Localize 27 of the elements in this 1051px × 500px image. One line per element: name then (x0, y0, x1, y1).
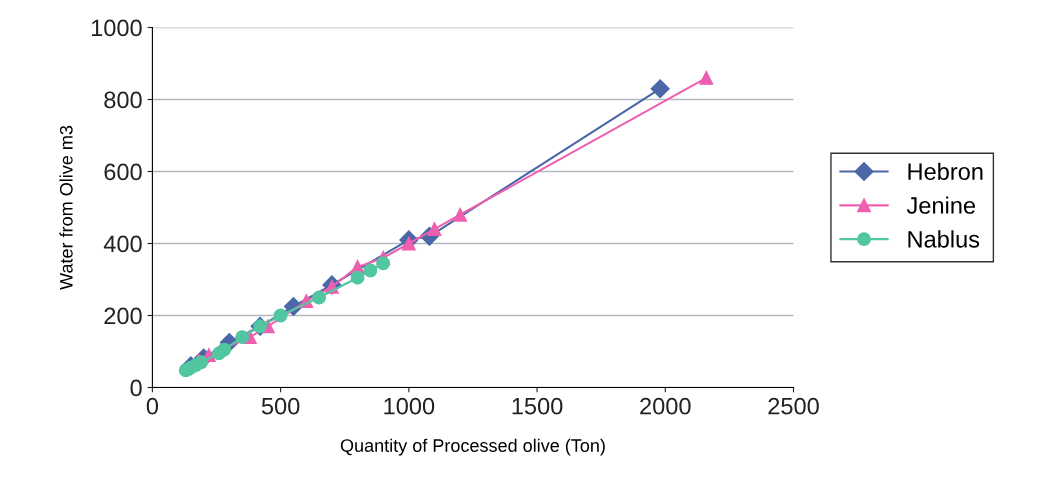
legend-label: Jenine (906, 196, 976, 214)
y-tick-label: 400 (103, 235, 142, 253)
point (363, 263, 378, 278)
y-axis-title: Water from Olive m3 (59, 125, 73, 290)
y-tick-label: 0 (130, 379, 142, 397)
x-tick-label: 1000 (384, 397, 435, 415)
point (235, 330, 250, 345)
x-tick-label: 2500 (768, 397, 819, 415)
point (376, 256, 391, 271)
y-tick-label: 200 (104, 307, 142, 325)
point (217, 342, 232, 357)
point (650, 79, 670, 99)
x-tick-label: 1500 (512, 397, 563, 415)
point (453, 207, 468, 222)
point (312, 290, 327, 305)
legend-label: Nablus (908, 230, 980, 248)
x-tick-label: 0 (146, 397, 159, 415)
x-tick-label: 2000 (640, 397, 691, 415)
point (699, 70, 714, 85)
y-tick-label: 800 (104, 91, 142, 109)
y-tick-label: 600 (104, 163, 142, 181)
point (350, 270, 365, 285)
x-axis-title: Quantity of Processed olive (Ton) (340, 438, 605, 456)
x-tick-label: 500 (261, 397, 300, 415)
y-tick-label: 1000 (91, 19, 142, 37)
legend-label: Hebron (908, 162, 983, 181)
point (273, 308, 288, 323)
